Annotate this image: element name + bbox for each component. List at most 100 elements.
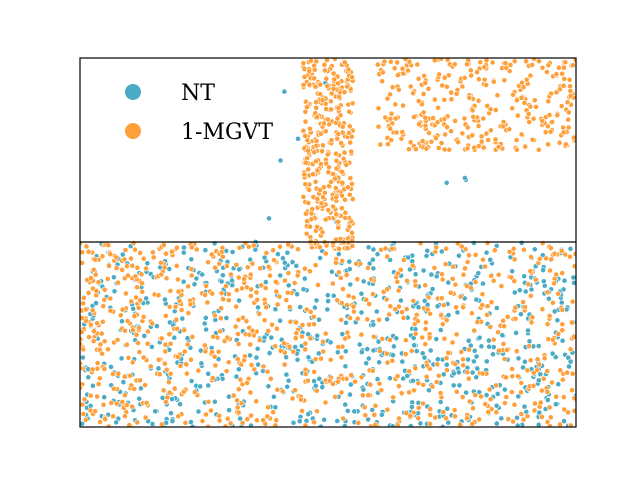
point-nt (374, 309, 379, 314)
point-1-mgvt (491, 337, 496, 342)
point-nt (364, 361, 369, 366)
point-1-mgvt (301, 194, 306, 199)
point-nt (462, 175, 467, 180)
point-nt (522, 404, 527, 409)
point-1-mgvt (307, 82, 312, 87)
point-1-mgvt (167, 390, 172, 395)
point-1-mgvt (340, 124, 345, 129)
point-1-mgvt (545, 389, 550, 394)
point-1-mgvt (312, 150, 317, 155)
point-nt (119, 356, 124, 361)
point-1-mgvt (314, 388, 319, 393)
point-1-mgvt (528, 104, 533, 109)
point-nt (371, 266, 376, 271)
point-1-mgvt (335, 298, 340, 303)
point-1-mgvt (435, 362, 440, 367)
point-1-mgvt (189, 273, 194, 278)
point-1-mgvt (325, 83, 330, 88)
point-1-mgvt (366, 393, 371, 398)
point-1-mgvt (454, 389, 459, 394)
point-1-mgvt (334, 212, 339, 217)
point-1-mgvt (133, 274, 138, 279)
point-1-mgvt (190, 334, 195, 339)
point-1-mgvt (428, 311, 433, 316)
point-nt (254, 355, 259, 360)
point-1-mgvt (401, 315, 406, 320)
point-1-mgvt (106, 263, 111, 268)
point-1-mgvt (373, 403, 378, 408)
point-1-mgvt (387, 337, 392, 342)
point-1-mgvt (309, 217, 314, 222)
point-1-mgvt (218, 316, 223, 321)
point-1-mgvt (434, 379, 439, 384)
point-1-mgvt (502, 78, 507, 83)
point-1-mgvt (158, 260, 163, 265)
point-1-mgvt (108, 252, 113, 257)
point-1-mgvt (442, 336, 447, 341)
point-1-mgvt (275, 302, 280, 307)
point-1-mgvt (312, 420, 317, 425)
point-1-mgvt (510, 106, 515, 111)
point-nt (566, 364, 571, 369)
point-1-mgvt (223, 284, 228, 289)
point-1-mgvt (432, 97, 437, 102)
point-1-mgvt (467, 347, 472, 352)
point-1-mgvt (143, 415, 148, 420)
point-1-mgvt (284, 298, 289, 303)
point-1-mgvt (336, 219, 341, 224)
point-1-mgvt (441, 410, 446, 415)
point-1-mgvt (514, 138, 519, 143)
point-1-mgvt (328, 99, 333, 104)
point-nt (180, 316, 185, 321)
point-1-mgvt (525, 368, 530, 373)
point-nt (512, 290, 517, 295)
point-1-mgvt (309, 211, 314, 216)
point-1-mgvt (560, 307, 565, 312)
point-nt (94, 301, 99, 306)
point-nt (343, 349, 348, 354)
point-nt (438, 399, 443, 404)
point-1-mgvt (439, 272, 444, 277)
point-1-mgvt (512, 402, 517, 407)
point-1-mgvt (307, 126, 312, 131)
point-1-mgvt (420, 401, 425, 406)
point-1-mgvt (566, 117, 571, 122)
point-1-mgvt (332, 77, 337, 82)
point-1-mgvt (557, 140, 562, 145)
point-1-mgvt (396, 288, 401, 293)
point-1-mgvt (86, 249, 91, 254)
point-1-mgvt (568, 347, 573, 352)
point-1-mgvt (462, 116, 467, 121)
point-1-mgvt (181, 389, 186, 394)
point-1-mgvt (314, 409, 319, 414)
point-1-mgvt (81, 411, 86, 416)
point-1-mgvt (299, 397, 304, 402)
point-1-mgvt (234, 304, 239, 309)
point-nt (102, 395, 107, 400)
point-nt (220, 376, 225, 381)
point-1-mgvt (496, 348, 501, 353)
point-1-mgvt (111, 386, 116, 391)
point-1-mgvt (401, 71, 406, 76)
point-1-mgvt (377, 381, 382, 386)
point-1-mgvt (128, 256, 133, 261)
point-1-mgvt (514, 147, 519, 152)
point-1-mgvt (306, 148, 311, 153)
point-1-mgvt (124, 402, 129, 407)
point-1-mgvt (547, 423, 552, 428)
point-1-mgvt (378, 142, 383, 147)
point-1-mgvt (350, 197, 355, 202)
point-nt (119, 319, 124, 324)
point-1-mgvt (505, 314, 510, 319)
point-nt (422, 355, 427, 360)
point-1-mgvt (491, 79, 496, 84)
point-nt (359, 310, 364, 315)
point-1-mgvt (460, 84, 465, 89)
point-1-mgvt (264, 305, 269, 310)
point-1-mgvt (471, 114, 476, 119)
point-1-mgvt (336, 105, 341, 110)
point-1-mgvt (348, 176, 353, 181)
point-1-mgvt (192, 390, 197, 395)
point-nt (271, 394, 276, 399)
point-nt (120, 252, 125, 257)
